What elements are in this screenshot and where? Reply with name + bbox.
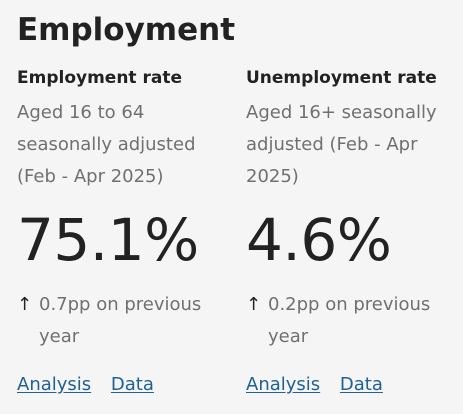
stat-links: Analysis Data xyxy=(246,371,383,399)
data-link[interactable]: Data xyxy=(339,374,383,395)
employment-rate-stat: Employment rate Aged 16 to 64 seasonally… xyxy=(17,66,232,395)
stat-heading: Unemployment rate xyxy=(246,68,437,88)
analysis-link[interactable]: Analysis xyxy=(17,374,92,395)
stat-description: Aged 16 to 64 seasonally adjusted (Feb -… xyxy=(17,102,196,187)
stat-description: Aged 16+ seasonally adjusted (Feb - Apr … xyxy=(246,102,437,187)
unemployment-rate-stat: Unemployment rate Aged 16+ seasonally ad… xyxy=(246,66,461,395)
data-link[interactable]: Data xyxy=(110,374,154,395)
stat-change-text: 0.2pp on previous year xyxy=(268,294,431,347)
stat-change: ↑ 0.2pp on previous year xyxy=(246,289,456,353)
stat-heading: Employment rate xyxy=(17,68,182,88)
analysis-link[interactable]: Analysis xyxy=(246,374,321,395)
stat-change-text: 0.7pp on previous year xyxy=(39,294,202,347)
stat-links: Analysis Data xyxy=(17,371,154,399)
arrow-up-icon: ↑ xyxy=(246,294,262,315)
stat-value: 4.6% xyxy=(246,206,392,274)
arrow-up-icon: ↑ xyxy=(17,294,33,315)
stat-change: ↑ 0.7pp on previous year xyxy=(17,289,227,353)
section-title: Employment xyxy=(17,12,236,48)
stat-value: 75.1% xyxy=(17,206,199,274)
